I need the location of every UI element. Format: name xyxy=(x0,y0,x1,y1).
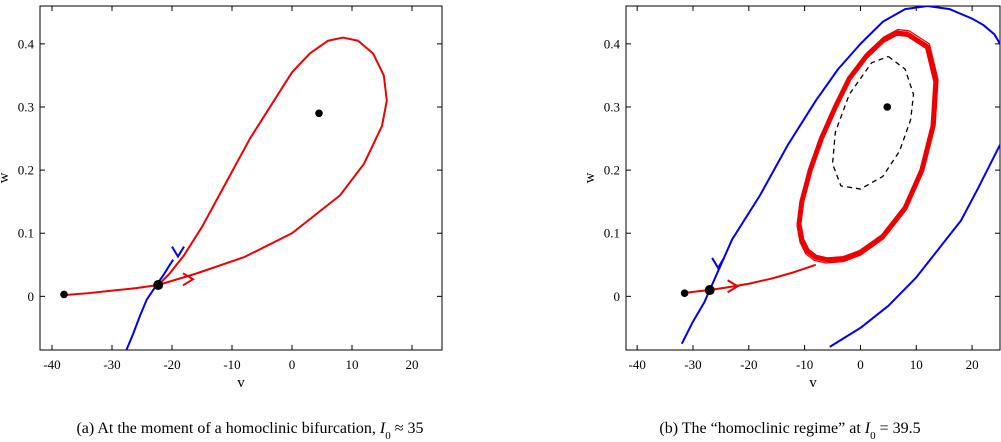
x-tick-label: -20 xyxy=(740,357,757,372)
plot-frame xyxy=(39,5,443,351)
stable-manifold xyxy=(125,259,175,350)
y-axis-label: w xyxy=(0,172,12,183)
y-tick-label: 0.4 xyxy=(604,36,621,51)
y-tick-label: 0.1 xyxy=(18,226,34,241)
equilibrium-point xyxy=(315,109,323,118)
x-tick-label: -10 xyxy=(223,357,240,372)
x-tick-label: -30 xyxy=(684,357,701,372)
direction-arrow xyxy=(727,279,740,294)
panel-b: -40 -30 -20 -10 0 10 20 0 0.1 0.2 0.3 0.4 v w (b) The … xyxy=(582,5,1001,442)
y-tick-label: 0.2 xyxy=(604,163,620,178)
homoclinic-orbit xyxy=(157,36,388,286)
y-tick-label: 0.1 xyxy=(604,226,620,241)
x-axis-label: v xyxy=(809,375,817,391)
y-tick-label: 0.3 xyxy=(604,99,620,114)
direction-arrow xyxy=(171,246,185,259)
unstable-manifold-left xyxy=(63,283,159,297)
unstable-manifold xyxy=(681,263,817,295)
x-axis-label: v xyxy=(237,375,245,391)
equilibrium-point xyxy=(680,289,689,297)
direction-arrow xyxy=(711,257,725,270)
x-tick-label: 0 xyxy=(857,357,864,372)
equilibrium-point xyxy=(60,290,68,299)
x-tick-label: -40 xyxy=(628,357,645,372)
plot-data xyxy=(680,6,1000,348)
x-tick-label: -10 xyxy=(796,357,813,372)
panel-a: -40 -30 -20 -10 0 10 20 0 0.1 0.2 0.3 0.4 v w (a) At t… xyxy=(0,5,443,442)
y-tick-label: 0.3 xyxy=(18,99,34,114)
x-tick-label: -20 xyxy=(163,357,180,372)
equilibrium-point xyxy=(704,285,715,296)
equilibrium-point xyxy=(883,103,892,111)
unstable-cycle xyxy=(831,55,915,190)
limit-cycle-loop xyxy=(796,30,939,263)
x-tick-label: 0 xyxy=(289,357,296,372)
plot-data xyxy=(60,36,388,350)
plot-frame xyxy=(625,5,1001,351)
limit-cycle-loop xyxy=(796,28,939,264)
direction-arrow xyxy=(182,272,195,287)
panel-caption: (b) The “homoclinic regime” at I0 = 39.5 xyxy=(659,420,920,442)
x-tick-label: 20 xyxy=(966,357,979,372)
limit-cycle-loop xyxy=(797,30,938,262)
x-tick-label: 20 xyxy=(406,357,419,372)
panel-caption: (a) At the moment of a homoclinic bifurc… xyxy=(76,420,423,442)
stable-manifold xyxy=(680,6,1000,345)
x-tick-label: 10 xyxy=(346,357,359,372)
y-tick-label: 0.4 xyxy=(18,36,35,51)
y-tick-label: 0.2 xyxy=(18,163,34,178)
x-tick-label: 10 xyxy=(910,357,923,372)
x-tick-label: -30 xyxy=(103,357,120,372)
x-tick-label: -40 xyxy=(43,357,60,372)
limit-cycle-loop xyxy=(799,34,936,259)
y-axis-label: w xyxy=(582,172,598,183)
equilibrium-point xyxy=(153,279,164,290)
stable-manifold-lower xyxy=(829,144,1000,348)
y-tick-label: 0 xyxy=(614,289,621,304)
y-tick-label: 0 xyxy=(28,289,35,304)
